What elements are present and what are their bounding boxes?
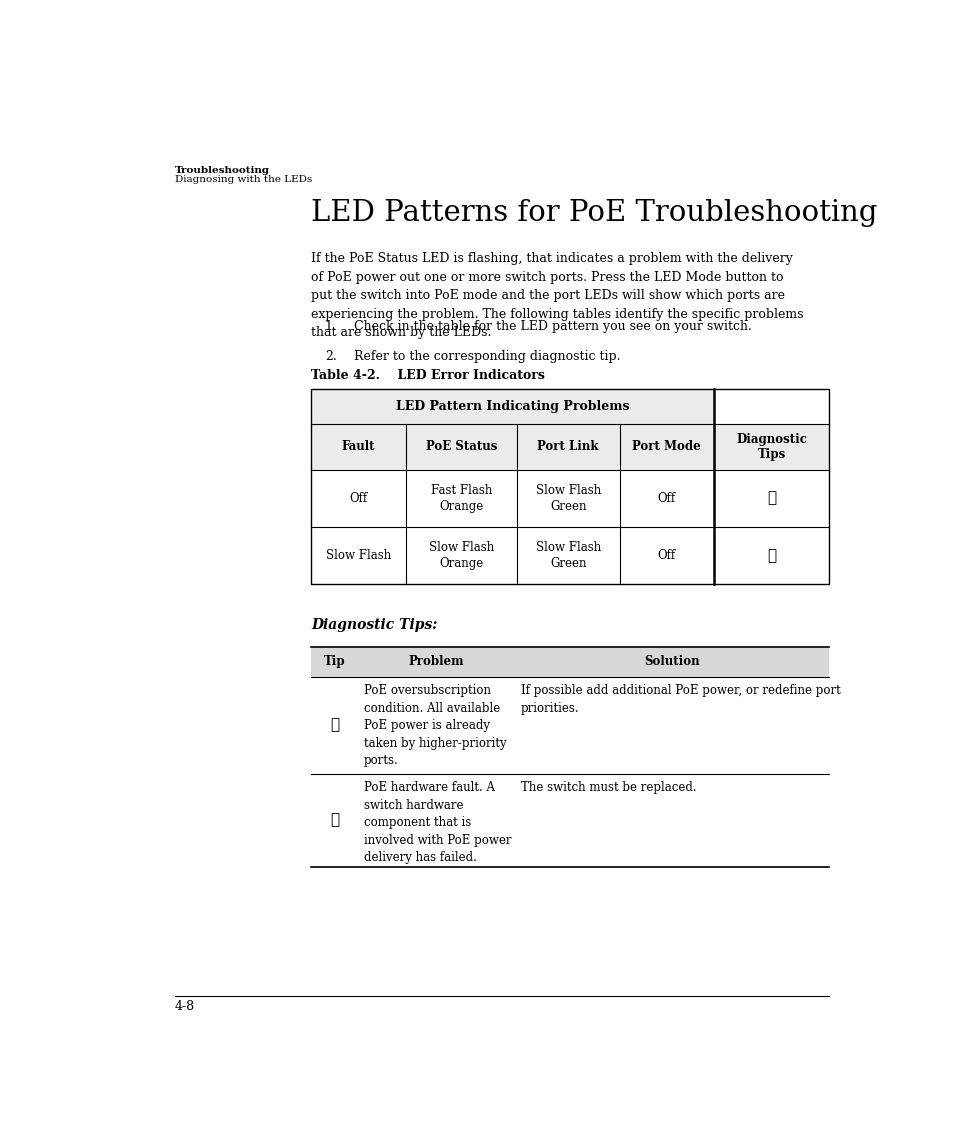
Text: Diagnostic
Tips: Diagnostic Tips [736, 433, 806, 460]
Text: ❶: ❶ [766, 491, 776, 505]
Text: 2.: 2. [324, 350, 336, 363]
Text: Off: Off [657, 492, 675, 505]
Bar [311, 388, 828, 584]
Text: 4-8: 4-8 [174, 1000, 194, 1012]
Text: Slow Flash: Slow Flash [326, 550, 391, 562]
Text: Diagnostic Tips:: Diagnostic Tips: [311, 618, 437, 632]
Text: If the PoE Status LED is flashing, that indicates a problem with the delivery
of: If the PoE Status LED is flashing, that … [311, 252, 803, 339]
Text: ❶: ❶ [330, 718, 339, 733]
Text: Diagnosing with the LEDs: Diagnosing with the LEDs [174, 175, 312, 184]
Text: ❷: ❷ [766, 548, 776, 562]
Text: If possible add additional PoE power, or redefine port
priorities.: If possible add additional PoE power, or… [520, 684, 840, 714]
Text: Fast Flash
Orange: Fast Flash Orange [430, 484, 492, 513]
Bar [311, 388, 713, 424]
Text: Port Mode: Port Mode [632, 441, 700, 453]
Text: Fault: Fault [341, 441, 375, 453]
Text: PoE oversubscription
condition. All available
PoE power is already
taken by high: PoE oversubscription condition. All avai… [363, 684, 506, 767]
Text: Table 4-2.    LED Error Indicators: Table 4-2. LED Error Indicators [311, 370, 545, 382]
Text: Problem: Problem [408, 655, 463, 669]
Text: Refer to the corresponding diagnostic tip.: Refer to the corresponding diagnostic ti… [354, 350, 620, 363]
Text: 1.: 1. [324, 319, 336, 333]
Text: Troubleshooting: Troubleshooting [174, 166, 270, 175]
Text: Off: Off [657, 550, 675, 562]
Text: Slow Flash
Orange: Slow Flash Orange [428, 542, 494, 570]
Text: Solution: Solution [643, 655, 699, 669]
Text: Off: Off [350, 492, 368, 505]
Text: PoE Status: PoE Status [425, 441, 497, 453]
Text: PoE hardware fault. A
switch hardware
component that is
involved with PoE power
: PoE hardware fault. A switch hardware co… [363, 781, 511, 864]
Text: Tip: Tip [323, 655, 345, 669]
Bar [311, 424, 828, 469]
Text: Slow Flash
Green: Slow Flash Green [535, 484, 600, 513]
Text: The switch must be replaced.: The switch must be replaced. [520, 781, 696, 793]
Text: Port Link: Port Link [537, 441, 598, 453]
Text: ❷: ❷ [330, 813, 339, 827]
Text: Check in the table for the LED pattern you see on your switch.: Check in the table for the LED pattern y… [354, 319, 752, 333]
Bar [713, 388, 828, 424]
Bar [311, 647, 828, 677]
Text: LED Pattern Indicating Problems: LED Pattern Indicating Problems [395, 400, 629, 413]
Text: LED Patterns for PoE Troubleshooting: LED Patterns for PoE Troubleshooting [311, 199, 877, 227]
Text: Slow Flash
Green: Slow Flash Green [535, 542, 600, 570]
